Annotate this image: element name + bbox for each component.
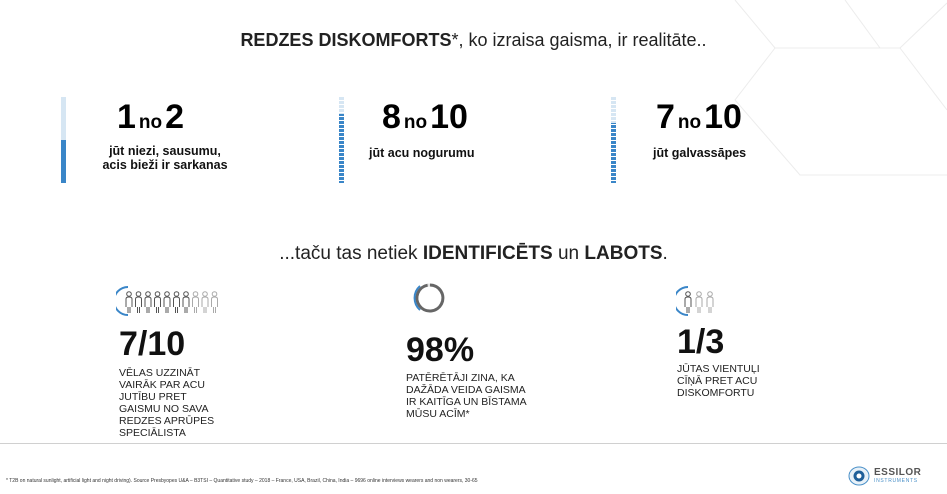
- stat-level-empty: [339, 97, 344, 114]
- stat-headache: 7 no10 jūt galvassāpes: [611, 97, 811, 187]
- person-outline-icon: [211, 291, 218, 313]
- three-people-icon: [676, 286, 714, 316]
- fact-description: JŪTAS VIENTUĻI CĪŅĀ PRET ACU DISKOMFORTU: [677, 363, 760, 399]
- fact-description: PATĒRĒTĀJI ZINA, KA DAŽĀDA VEIDA GAISMA IR…: [406, 372, 527, 420]
- logo-text: ESSILOR: [874, 467, 922, 478]
- logo-subtext: INSTRUMENTS: [874, 478, 918, 484]
- stat-level-fill: [61, 140, 66, 183]
- stat-level-bar: [61, 97, 66, 183]
- stat-level-bar: [339, 97, 344, 183]
- progress-ring-icon: [413, 283, 445, 313]
- eye-logo-icon: [848, 466, 870, 486]
- stat-description: jūt niezi, sausumu, acis bieži ir sarkana…: [102, 144, 228, 172]
- person-filled-icon: [163, 291, 171, 313]
- stat-description: jūt acu nogurumu: [369, 146, 475, 160]
- subtitle: ...taču tas netiek IDENTIFICĒTS un LABOT…: [279, 243, 668, 264]
- footer-divider: [0, 443, 947, 444]
- person-filled-icon: [684, 291, 692, 313]
- fact-value: 7/10: [119, 325, 186, 363]
- person-filled-icon: [125, 291, 133, 313]
- fact-description: VĒLAS UZZINĀT VAIRĀK PAR ACU JUTĪBU PRET GA…: [119, 367, 215, 439]
- footnote: * T2B on natural sunlight, artificial li…: [6, 478, 478, 484]
- fact-value: 98%: [406, 331, 475, 369]
- fact-value: 1/3: [677, 323, 725, 361]
- ten-people-icon: [116, 286, 218, 316]
- stat-eye-fatigue: 8 no10 jūt acu nogurumu: [339, 97, 539, 187]
- stat-ratio: 1 no2: [117, 98, 185, 136]
- page-title: REDZES DISKOMFORTS*, ko izraisa gaisma, …: [240, 30, 707, 50]
- stat-itching: 1 no2 jūt niezi, sausumu, acis bieži ir sa…: [61, 97, 291, 187]
- person-filled-icon: [182, 291, 190, 313]
- person-filled-icon: [144, 291, 152, 313]
- stat-ratio: 8 no10: [382, 98, 468, 136]
- person-outline-icon: [201, 291, 209, 313]
- person-filled-icon: [135, 291, 142, 313]
- stat-ratio: 7 no10: [656, 98, 742, 136]
- person-outline-icon: [695, 291, 703, 313]
- person-outline-icon: [192, 291, 199, 313]
- stat-description: jūt galvassāpes: [653, 146, 747, 160]
- stat-level-empty: [611, 97, 616, 123]
- person-filled-icon: [173, 291, 180, 313]
- stat-level-bar: [611, 97, 616, 183]
- person-filled-icon: [154, 291, 161, 313]
- essilor-logo: ESSILOR INSTRUMENTS: [848, 466, 930, 486]
- person-outline-icon: [706, 291, 714, 313]
